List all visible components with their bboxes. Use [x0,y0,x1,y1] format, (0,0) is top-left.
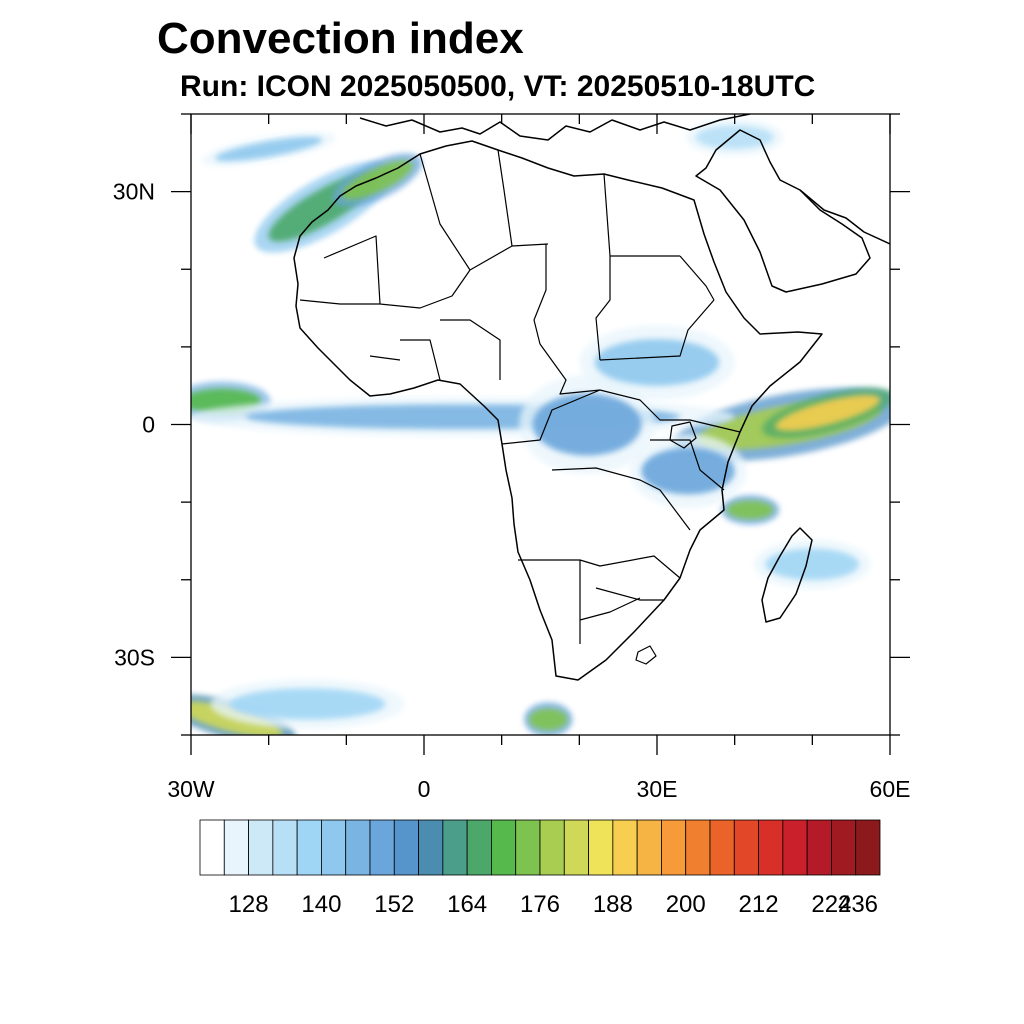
madagascar-coastline [761,527,813,623]
y-tick-label: 30N [113,179,155,205]
convection-area [695,125,774,149]
convection-area [229,688,386,720]
x-tick-label: 0 [418,776,431,802]
x-tick-label: 30W [167,776,215,802]
europe-coastline [359,114,751,141]
convection-field [191,118,890,735]
lesotho-border [635,645,657,665]
convection-area [532,393,642,456]
iran-coastline [799,189,890,245]
axis-tick-labels: 30W 0 30E 60E 30N 0 30S [113,179,911,802]
convection-area [726,500,774,520]
chart-title: Convection index [157,14,524,63]
chart-subtitle: Run: ICON 2025050500, VT: 20250510-18UTC [180,70,816,103]
axis-ticks [171,113,910,755]
y-tick-label: 30S [114,644,155,670]
x-tick-label: 30E [637,776,678,802]
convection-area [528,708,568,731]
convection-area [215,136,323,162]
convection-area [775,394,881,431]
lake-victoria [669,421,697,449]
arabia-coastline [695,129,871,293]
convection-area [765,548,859,580]
x-tick-label: 60E [870,776,911,802]
convection-area [191,701,283,735]
coastlines-borders [293,114,890,681]
country-borders [299,149,741,644]
africa-coastline [293,140,823,681]
convection-area [594,339,720,386]
convection-area [341,160,413,200]
y-tick-label: 0 [142,412,155,438]
convection-area [641,447,735,495]
